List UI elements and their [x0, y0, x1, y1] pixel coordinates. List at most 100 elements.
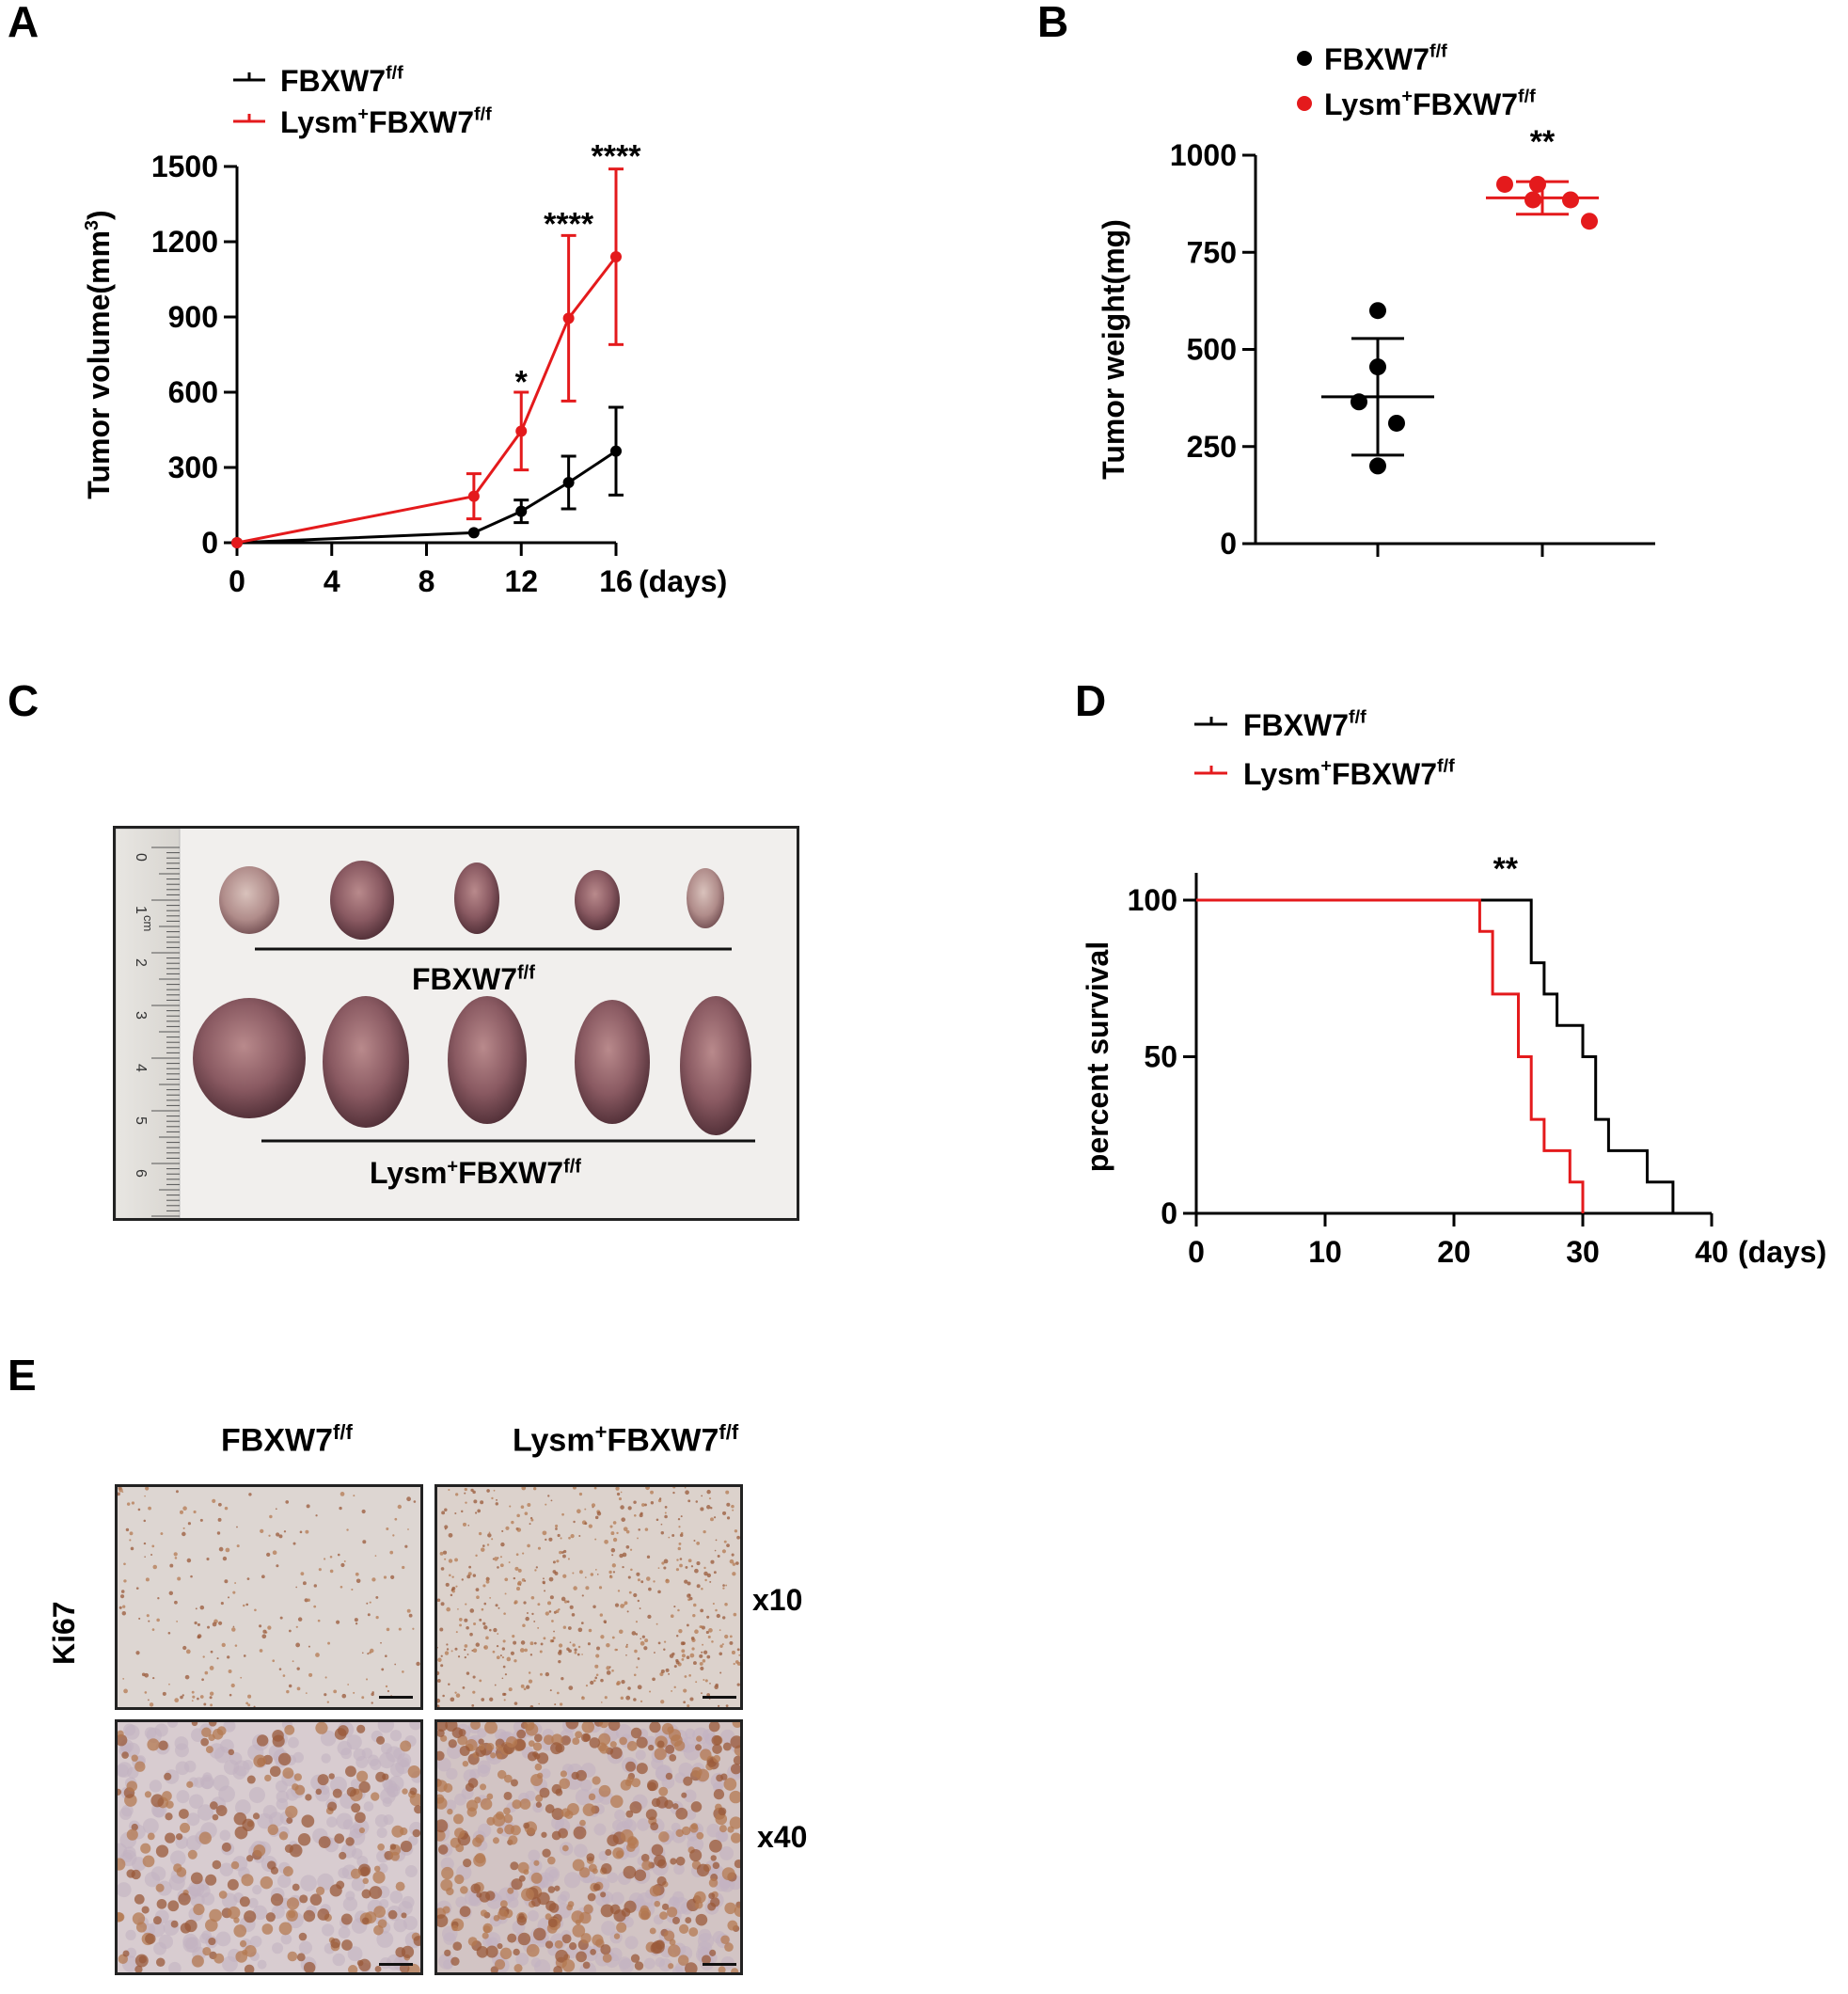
ihc-stain-dot: [637, 1599, 640, 1603]
ihc-stain-dot: [708, 1892, 716, 1900]
ihc-stain-dot: [208, 1722, 217, 1727]
ihc-stain-dot: [383, 1575, 387, 1579]
ihc-stain-dot: [160, 1532, 164, 1535]
ihc-stain-dot: [543, 1577, 545, 1580]
ihc-nucleus: [336, 1812, 353, 1830]
ihc-stain-dot: [575, 1731, 583, 1739]
ihc-stain-dot: [599, 1613, 604, 1617]
ihc-stain-dot: [155, 1844, 169, 1858]
ihc-stain-dot: [684, 1675, 687, 1678]
ihc-stain-dot: [452, 1941, 463, 1952]
ihc-stain-dot: [693, 1891, 706, 1904]
ihc-stain-dot: [690, 1801, 703, 1812]
ihc-stain-dot: [730, 1764, 740, 1775]
scale-bar: [379, 1696, 413, 1699]
ihc-stain-dot: [374, 1965, 382, 1972]
ihc-stain-dot: [259, 1649, 263, 1653]
ihc-stain-dot: [390, 1575, 395, 1579]
ihc-stain-dot: [661, 1561, 665, 1565]
ihc-stain-dot: [182, 1531, 186, 1537]
ihc-stain-dot: [464, 1644, 468, 1648]
ihc-nucleus: [326, 1816, 338, 1828]
ihc-stain-dot: [611, 1563, 616, 1568]
ihc-stain-dot: [535, 1801, 543, 1808]
ihc-stain-dot: [156, 1618, 160, 1622]
ihc-stain-dot: [544, 1590, 546, 1592]
ihc-nucleus: [370, 1758, 382, 1771]
b-y-tick-label: 500: [1187, 333, 1237, 367]
ihc-stain-dot: [371, 1792, 380, 1801]
ihc-stain-dot: [204, 1919, 218, 1932]
ihc-stain-dot: [533, 1641, 537, 1645]
ihc-stain-dot: [253, 1705, 256, 1707]
ihc-stain-dot: [616, 1531, 619, 1535]
ihc-stain-dot: [454, 1691, 457, 1694]
d-y-tick-label: 0: [1161, 1196, 1177, 1230]
ihc-stain-dot: [445, 1582, 450, 1587]
ihc-nucleus: [182, 1933, 198, 1949]
ihc-stain-dot: [202, 1655, 205, 1658]
ihc-stain-dot: [604, 1622, 607, 1624]
ihc-stain-dot: [270, 1866, 279, 1875]
ihc-stain-dot: [207, 1625, 211, 1629]
ihc-stain-dot: [473, 1499, 478, 1504]
ihc-stain-dot: [584, 1522, 588, 1526]
d-x-axis-label: (days): [1738, 1235, 1826, 1269]
ihc-stain-dot: [126, 1869, 135, 1878]
ihc-nucleus: [292, 1751, 304, 1764]
ihc-stain-dot: [459, 1623, 463, 1627]
ihc-stain-dot: [561, 1512, 564, 1516]
ihc-stain-dot: [296, 1953, 306, 1962]
ihc-nucleus: [454, 1793, 466, 1806]
ihc-stain-dot: [589, 1737, 601, 1749]
ihc-stain-dot: [485, 1945, 498, 1958]
ihc-stain-dot: [481, 1547, 485, 1552]
ihc-stain-dot: [633, 1514, 637, 1517]
ihc-stain-dot: [176, 1621, 179, 1622]
ihc-stain-dot: [239, 1939, 247, 1948]
ihc-stain-dot: [665, 1578, 669, 1582]
ihc-nucleus: [683, 1789, 697, 1803]
ihc-stain-dot: [448, 1532, 453, 1538]
ihc-stain-dot: [600, 1635, 605, 1639]
ihc-stain-dot: [329, 1569, 334, 1574]
ihc-stain-dot: [613, 1933, 621, 1939]
ihc-stain-dot: [710, 1897, 720, 1907]
ihc-stain-dot: [522, 1552, 525, 1555]
ihc-stain-dot: [175, 1490, 179, 1494]
ihc-stain-dot: [141, 1672, 146, 1677]
a-x-tick-label: 12: [504, 564, 538, 598]
ihc-stain-dot: [341, 1939, 353, 1951]
ihc-stain-dot: [620, 1505, 624, 1510]
ihc-stain-dot: [519, 1798, 531, 1810]
ihc-stain-dot: [450, 1697, 455, 1702]
ihc-stain-dot: [725, 1704, 729, 1707]
ihc-stain-dot: [602, 1953, 612, 1963]
ihc-stain-dot: [715, 1812, 728, 1826]
ihc-stain-dot: [466, 1575, 471, 1579]
ihc-stain-dot: [663, 1559, 669, 1564]
ihc-nucleus: [320, 1730, 337, 1747]
ihc-stain-dot: [621, 1517, 626, 1522]
ihc-stain-dot: [628, 1590, 632, 1594]
tumor-wt-1: [219, 866, 279, 934]
ihc-stain-dot: [240, 1676, 243, 1679]
ihc-stain-dot: [470, 1722, 481, 1731]
ihc-stain-dot: [524, 1648, 528, 1653]
ihc-stain-dot: [710, 1517, 714, 1522]
ihc-stain-dot: [253, 1754, 266, 1768]
ihc-stain-dot: [658, 1786, 669, 1796]
ihc-stain-dot: [375, 1735, 386, 1745]
ihc-stain-dot: [459, 1906, 471, 1918]
ihc-stain-dot: [362, 1877, 369, 1885]
ihc-stain-dot: [164, 1772, 172, 1780]
ihc-nucleus: [144, 1872, 161, 1888]
ihc-stain-dot: [555, 1788, 563, 1796]
ihc-stain-dot: [650, 1822, 659, 1831]
ihc-stain-dot: [218, 1891, 228, 1899]
b-y-tick-label: 250: [1187, 430, 1237, 464]
ihc-stain-dot: [317, 1908, 330, 1921]
ihc-stain-dot: [492, 1837, 499, 1844]
ihc-nucleus: [287, 1736, 299, 1749]
ihc-stain-dot: [217, 1502, 222, 1507]
